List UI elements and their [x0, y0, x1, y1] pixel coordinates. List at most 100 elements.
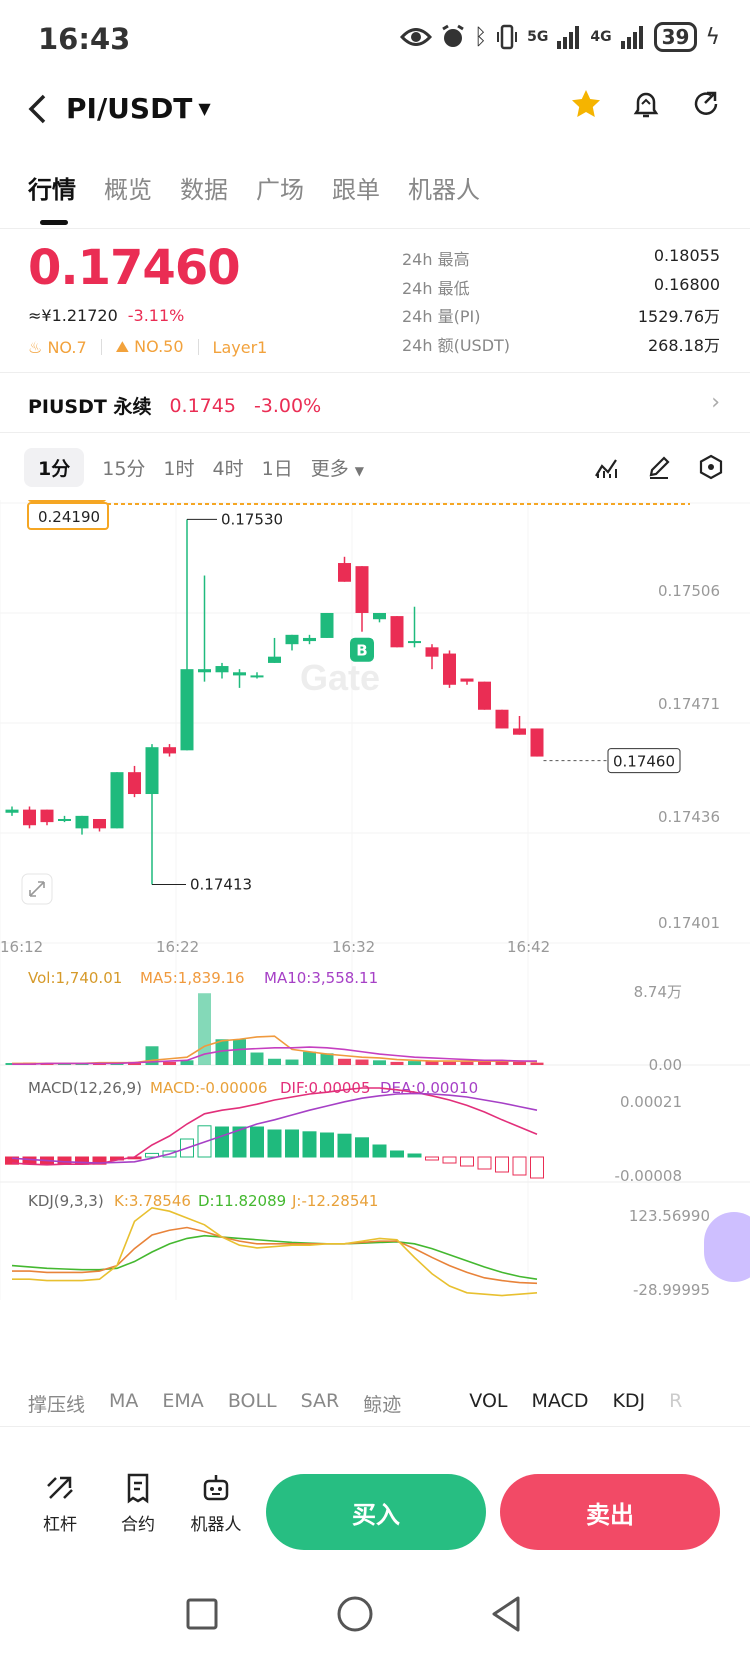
tab-data[interactable]: 数据 — [180, 176, 228, 204]
ind-whale[interactable]: 鲸迹 — [363, 1394, 402, 1416]
volume-legend: Vol:1,740.01 — [28, 969, 122, 987]
status-icons: ᛒ 5G 4G 39 ϟ — [399, 22, 720, 52]
tab-indicator — [40, 220, 68, 225]
candle-body — [390, 616, 404, 648]
tf-15m[interactable]: 15分 — [102, 457, 146, 480]
ind-sar[interactable]: SAR — [300, 1390, 340, 1412]
ind-kdj[interactable]: KDJ — [612, 1390, 646, 1412]
perpetual-price: 0.1745 — [169, 394, 236, 417]
macd-histogram-bar — [145, 1152, 159, 1158]
tf-more[interactable]: 更多 ▼ — [310, 457, 364, 480]
indicator-chart-icon[interactable] — [594, 454, 620, 480]
ind-macd[interactable]: MACD — [531, 1390, 589, 1412]
candle-body — [110, 772, 124, 829]
category-badge[interactable]: Layer1 — [212, 337, 268, 357]
candle-body — [180, 669, 194, 751]
candle-body — [355, 566, 369, 613]
chevron-right-icon[interactable]: › — [711, 390, 720, 415]
tab-overview[interactable]: 概览 — [104, 176, 152, 204]
caret-down-icon: ▼ — [198, 99, 211, 118]
leverage-button[interactable]: 杠杆 — [20, 1472, 100, 1535]
ind-rsi[interactable]: R — [669, 1390, 683, 1412]
macd-legend: DEA:0.00010 — [380, 1079, 478, 1097]
perpetual-link[interactable]: PIUSDT 永续 0.1745 -3.00% — [28, 392, 321, 419]
volume-legend: MA5:1,839.16 — [140, 969, 245, 987]
settings-hex-icon[interactable] — [698, 454, 724, 480]
ind-boll[interactable]: BOLL — [227, 1390, 277, 1412]
tf-1h[interactable]: 1时 — [163, 457, 195, 480]
macd-histogram-bar — [495, 1156, 509, 1173]
sell-button[interactable]: 卖出 — [500, 1474, 720, 1550]
last-price: 0.17460 — [28, 240, 241, 296]
buy-button[interactable]: 买入 — [266, 1474, 486, 1550]
macd-histogram-bar — [302, 1131, 317, 1158]
pair-selector[interactable]: PI/USDT ▼ — [66, 92, 211, 125]
hot-rank-badge[interactable]: ♨ NO.7 — [28, 337, 87, 357]
rank-icon: ⛰ — [115, 337, 130, 356]
ind-ema[interactable]: EMA — [162, 1390, 204, 1412]
main-tabs: 行情 概览 数据 广场 跟单 机器人 — [28, 170, 480, 205]
tab-robot[interactable]: 机器人 — [408, 176, 480, 204]
tf-4h[interactable]: 4时 — [212, 457, 244, 480]
volume-bar — [285, 1059, 299, 1065]
macd-dea-line — [11, 1092, 538, 1164]
ind-ma[interactable]: MA — [109, 1390, 139, 1412]
ind-support-resistance[interactable]: 撑压线 — [28, 1394, 86, 1416]
price-chart[interactable]: Gate0.175410.175060.174710.174360.174011… — [0, 500, 750, 1380]
tab-copy-trading[interactable]: 跟单 — [332, 176, 380, 204]
macd-legend: MACD(12,26,9) — [28, 1079, 142, 1097]
volume-axis-label: 0.00 — [649, 1056, 682, 1074]
stat-row: 24h 额(USDT) 268.18万 — [402, 335, 720, 355]
price-change: -3.11% — [127, 306, 185, 325]
signal-bars-icon — [557, 26, 580, 49]
candle-body — [215, 666, 229, 673]
cost-value-box — [27, 502, 109, 530]
candle-body — [5, 809, 19, 813]
back-nav-icon[interactable] — [492, 1596, 520, 1632]
back-button[interactable] — [26, 92, 56, 132]
volume-axis-label: 8.74万 — [634, 983, 682, 1001]
macd-histogram-bar — [285, 1129, 299, 1158]
market-cap-rank-badge[interactable]: ⛰ NO.50 — [115, 337, 184, 356]
flame-icon: ♨ — [28, 337, 43, 357]
share-icon[interactable] — [690, 88, 722, 120]
star-icon[interactable] — [570, 88, 602, 120]
cny-price-line: ≈¥1.21720 -3.11% — [28, 306, 184, 325]
volume-bar — [373, 1060, 386, 1065]
tab-market[interactable]: 行情 — [28, 176, 76, 204]
price-alert-icon[interactable] — [630, 88, 662, 120]
volume-bar — [408, 1061, 421, 1065]
ind-vol[interactable]: VOL — [469, 1390, 508, 1412]
candle-body — [250, 675, 264, 678]
kdj-axis-label: -28.99995 — [633, 1281, 710, 1299]
cost-value: 0.24190 — [38, 508, 100, 526]
floating-assistant-button[interactable] — [704, 1212, 750, 1282]
time-axis-label: 16:12 — [0, 938, 43, 956]
divider — [0, 228, 750, 229]
recents-icon[interactable] — [186, 1598, 218, 1630]
candle-body — [128, 772, 141, 795]
candle-body — [233, 672, 246, 676]
macd-histogram-bar — [512, 1156, 527, 1176]
time-axis-label: 16:32 — [332, 938, 375, 956]
macd-histogram-bar — [5, 1156, 19, 1165]
contract-button[interactable]: 合约 — [98, 1472, 178, 1535]
pair-name: PI/USDT — [66, 92, 193, 125]
tf-1d[interactable]: 1日 — [261, 457, 293, 480]
vibrate-icon — [497, 24, 518, 50]
macd-histogram-bar — [460, 1156, 474, 1167]
robot-button[interactable]: 机器人 — [176, 1472, 256, 1535]
price-axis-label: 0.17471 — [658, 695, 720, 713]
tf-1m[interactable]: 1分 — [24, 447, 85, 487]
home-icon[interactable] — [337, 1596, 373, 1632]
candle-body — [58, 818, 71, 821]
header: PI/USDT ▼ — [0, 82, 750, 142]
draw-pencil-icon[interactable] — [646, 454, 672, 480]
candle-body — [373, 612, 386, 620]
time-axis-label: 16:22 — [156, 938, 199, 956]
tab-square[interactable]: 广场 — [256, 176, 304, 204]
volume-bar — [460, 1061, 474, 1065]
volume-bar — [390, 1061, 404, 1065]
volume-bar — [355, 1059, 369, 1065]
candle-body — [285, 634, 299, 645]
